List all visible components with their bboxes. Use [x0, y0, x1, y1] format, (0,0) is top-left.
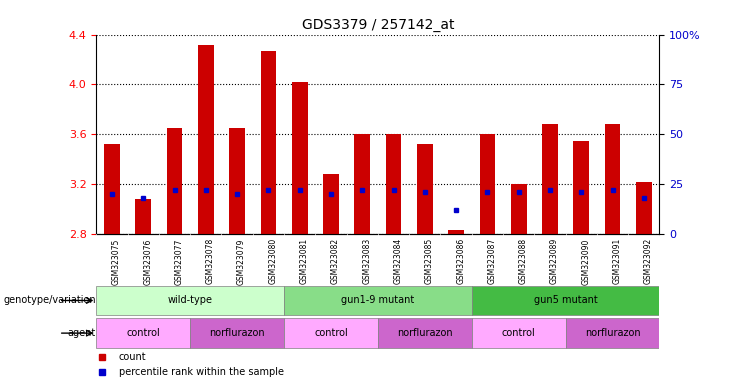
Text: GSM323081: GSM323081 [299, 238, 309, 285]
Text: norflurazon: norflurazon [585, 328, 640, 338]
Bar [284, 286, 472, 315]
Text: GSM323089: GSM323089 [550, 238, 559, 285]
Bar [229, 128, 245, 234]
Text: control: control [314, 328, 348, 338]
Bar [565, 318, 659, 348]
Text: GSM323087: GSM323087 [488, 238, 496, 285]
Text: gun1-9 mutant: gun1-9 mutant [342, 295, 414, 306]
Bar [417, 144, 433, 234]
Text: count: count [119, 352, 147, 362]
Bar [479, 134, 495, 234]
Text: GSM323082: GSM323082 [331, 238, 340, 285]
Text: GSM323078: GSM323078 [206, 238, 215, 285]
Bar [386, 134, 402, 234]
Text: norflurazon: norflurazon [209, 328, 265, 338]
Text: genotype/variation: genotype/variation [4, 295, 96, 306]
Bar [198, 45, 213, 234]
Bar [511, 184, 527, 234]
Text: GSM323085: GSM323085 [425, 238, 433, 285]
Text: percentile rank within the sample: percentile rank within the sample [119, 367, 284, 377]
Bar [190, 318, 284, 348]
Text: wild-type: wild-type [167, 295, 213, 306]
Text: norflurazon: norflurazon [397, 328, 453, 338]
Text: agent: agent [67, 328, 96, 338]
Text: GSM323076: GSM323076 [143, 238, 152, 285]
Text: GSM323092: GSM323092 [644, 238, 653, 285]
Bar [104, 144, 120, 234]
Bar [378, 318, 472, 348]
Text: GSM323075: GSM323075 [112, 238, 121, 285]
Bar [284, 318, 378, 348]
Text: GSM323080: GSM323080 [268, 238, 277, 285]
Bar [292, 82, 308, 234]
Title: GDS3379 / 257142_at: GDS3379 / 257142_at [302, 18, 454, 32]
Text: GSM323084: GSM323084 [393, 238, 402, 285]
Text: GSM323083: GSM323083 [362, 238, 371, 285]
Bar [96, 318, 190, 348]
Bar [542, 124, 558, 234]
Bar [448, 230, 464, 234]
Bar [574, 141, 589, 234]
Text: GSM323079: GSM323079 [237, 238, 246, 285]
Text: GSM323091: GSM323091 [613, 238, 622, 285]
Text: control: control [127, 328, 160, 338]
Bar [323, 174, 339, 234]
Text: gun5 mutant: gun5 mutant [534, 295, 597, 306]
Bar [167, 128, 182, 234]
Text: GSM323077: GSM323077 [175, 238, 184, 285]
Bar [472, 286, 659, 315]
Bar [636, 182, 651, 234]
Text: GSM323088: GSM323088 [519, 238, 528, 285]
Bar [354, 134, 370, 234]
Text: GSM323090: GSM323090 [581, 238, 591, 285]
Text: GSM323086: GSM323086 [456, 238, 465, 285]
Bar [96, 286, 284, 315]
Bar [136, 199, 151, 234]
Text: control: control [502, 328, 536, 338]
Bar [261, 51, 276, 234]
Bar [472, 318, 565, 348]
Bar [605, 124, 620, 234]
